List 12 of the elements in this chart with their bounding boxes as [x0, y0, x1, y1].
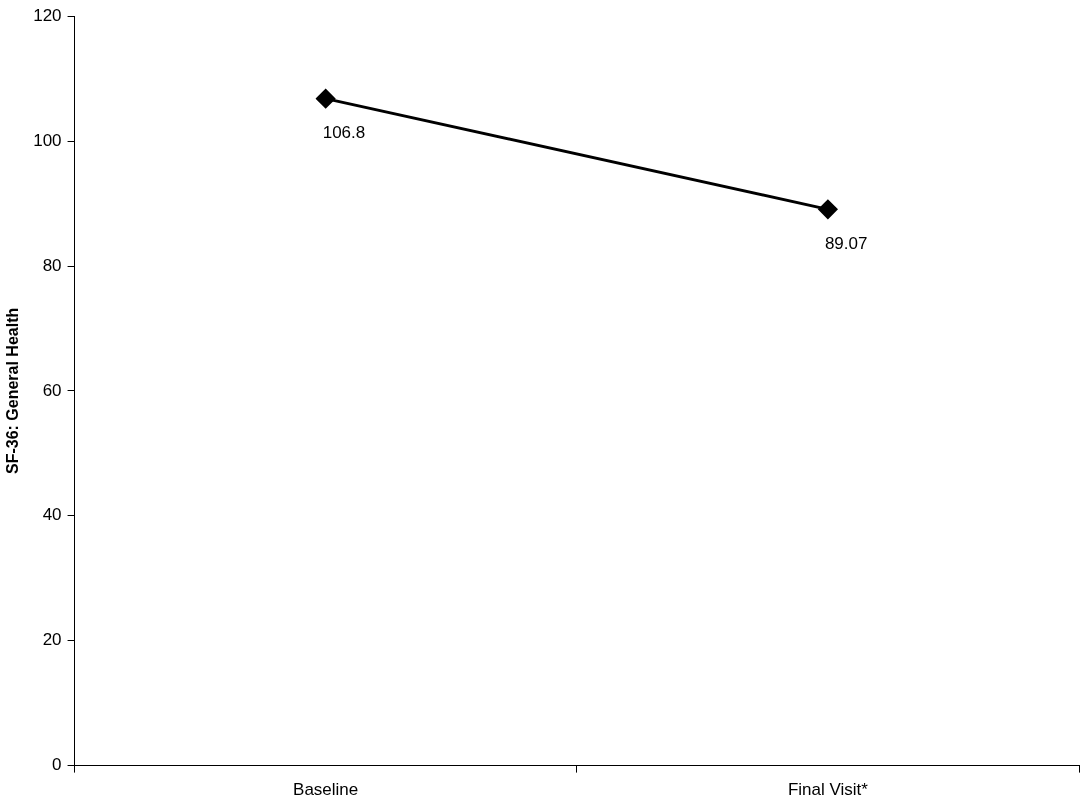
y-tick-label: 0	[52, 755, 62, 775]
x-tick-label: Final Visit*	[787, 780, 869, 800]
y-tick-label: 40	[42, 505, 62, 525]
y-tick-label: 20	[42, 630, 62, 650]
y-tick-label: 60	[42, 380, 62, 400]
y-tick-label: 80	[42, 255, 62, 275]
y-axis-title: SF-36: General Health	[4, 307, 22, 475]
data-label: 89.07	[824, 234, 868, 254]
y-tick-label: 100	[33, 130, 62, 150]
y-tick-label: 120	[33, 5, 62, 25]
data-label: 106.8	[322, 123, 366, 143]
x-tick-label: Baseline	[293, 780, 359, 800]
